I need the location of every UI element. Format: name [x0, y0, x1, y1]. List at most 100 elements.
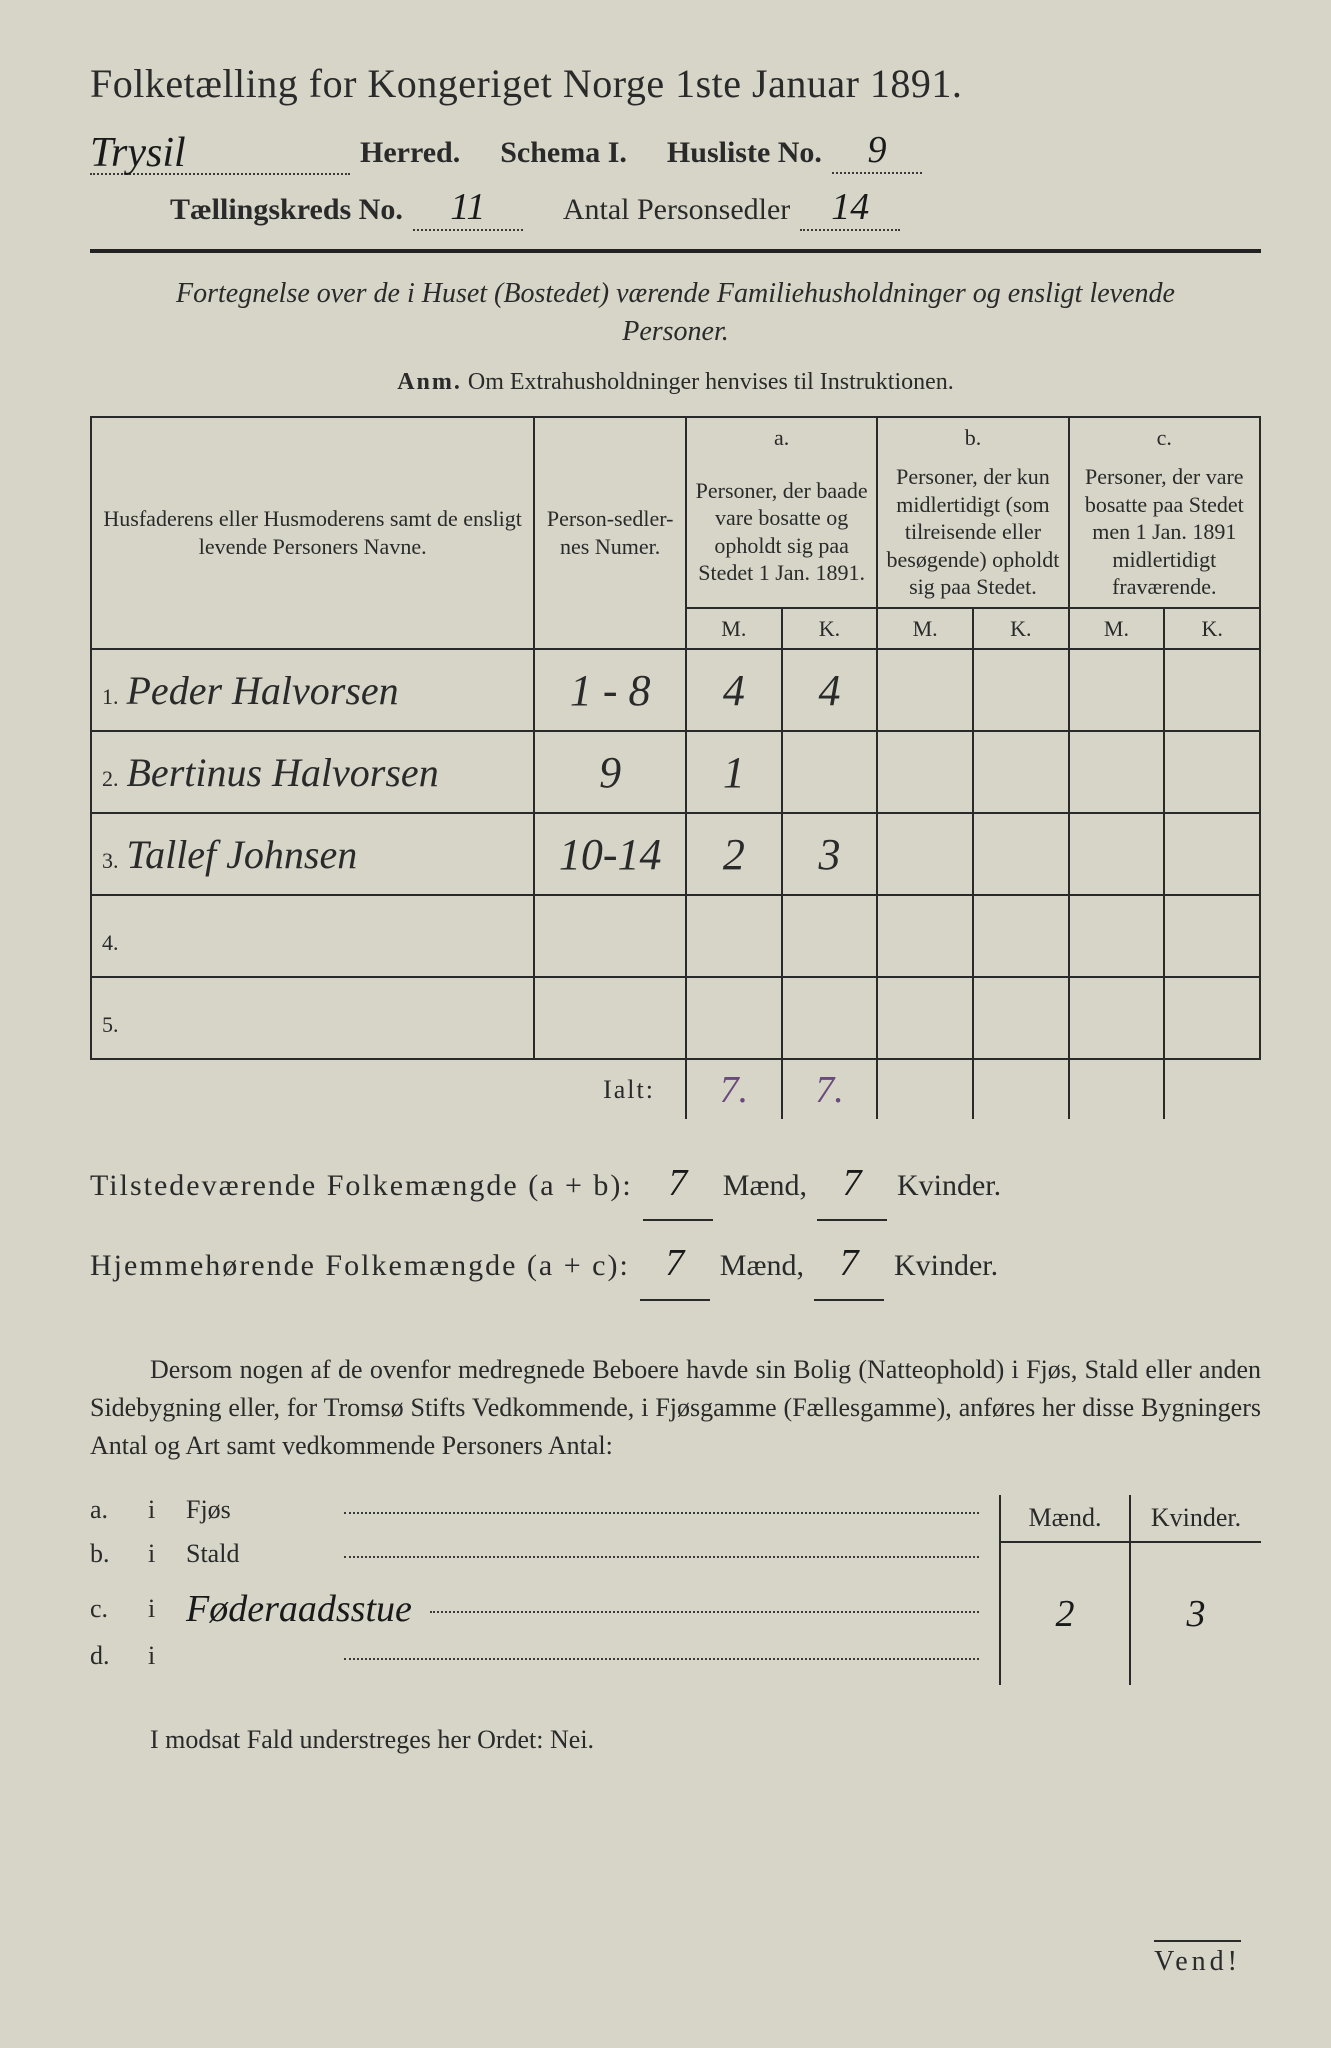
dotted-line: [344, 1556, 979, 1558]
a-K: K.: [782, 608, 878, 650]
page-title: Folketælling for Kongeriget Norge 1ste J…: [90, 60, 1261, 107]
census-table: Husfaderens eller Husmoderens samt de en…: [90, 416, 1261, 1120]
srow-i: i: [148, 1495, 168, 1525]
srow-i: i: [148, 1594, 168, 1624]
group-b-label: b.: [877, 417, 1068, 458]
row-cM: [1069, 649, 1165, 731]
summary-line-1: Tilstedeværende Folkemængde (a + b): 7 M…: [90, 1147, 1261, 1221]
srow-lab: a.: [90, 1495, 130, 1525]
dotted-line: [344, 1658, 979, 1660]
row-psnum: 1 - 8: [534, 649, 686, 731]
row-aK: [782, 895, 878, 977]
summary-block: Tilstedeværende Folkemængde (a + b): 7 M…: [90, 1147, 1261, 1301]
row-num: 2.: [102, 766, 119, 791]
sidebldg-m-val: 2: [1056, 1592, 1075, 1636]
b-M: M.: [877, 608, 973, 650]
summary-l1-m: 7: [668, 1162, 687, 1204]
row-aM: 1: [686, 731, 782, 813]
sidebldg-kvinder-hd: Kvinder.: [1131, 1495, 1261, 1543]
sidebldg-row: a. i Fjøs: [90, 1495, 979, 1525]
row-cM: [1069, 813, 1165, 895]
srow-i: i: [148, 1641, 168, 1671]
census-form-page: Folketælling for Kongeriget Norge 1ste J…: [90, 60, 1261, 1755]
ialt-M: 7.: [720, 1069, 749, 1111]
row-psnum: 10-14: [534, 813, 686, 895]
row-psnum: [534, 977, 686, 1059]
summary-l2-k: 7: [839, 1242, 858, 1284]
kvinder-label: Kvinder.: [897, 1157, 1001, 1214]
sidebldg-list: a. i Fjøs b. i Stald c. i Føderaadsstue …: [90, 1495, 979, 1685]
ialt-K: 7.: [815, 1069, 844, 1111]
row-psnum: [534, 895, 686, 977]
group-b-desc: Personer, der kun midlertidigt (som tilr…: [877, 457, 1068, 608]
row-bM: [877, 731, 973, 813]
table-row: 5.: [91, 977, 1260, 1059]
group-c-desc: Personer, der vare bosatte paa Stedet me…: [1069, 457, 1260, 608]
row-num: 4.: [102, 930, 119, 955]
group-c-label: c.: [1069, 417, 1260, 458]
summary-l1-k: 7: [842, 1162, 861, 1204]
group-a-desc: Personer, der baade vare bosatte og opho…: [686, 457, 877, 608]
schema-label: Schema I.: [500, 136, 627, 170]
row-name: Tallef Johnsen: [127, 832, 358, 877]
summary-l1-label: Tilstedeværende Folkemængde (a + b):: [90, 1157, 633, 1214]
row-aK: 3: [782, 813, 878, 895]
ialt-label: Ialt:: [603, 1075, 655, 1104]
bottom-note: I modsat Fald understreges her Ordet: Ne…: [90, 1725, 1261, 1755]
table-row: 4.: [91, 895, 1260, 977]
c-M: M.: [1069, 608, 1165, 650]
maend-label: Mænd,: [720, 1237, 804, 1294]
srow-i: i: [148, 1539, 168, 1569]
kvinder-label: Kvinder.: [894, 1237, 998, 1294]
row-aK: [782, 977, 878, 1059]
sidebldg-row: b. i Stald: [90, 1539, 979, 1569]
a-M: M.: [686, 608, 782, 650]
sidebldg-kvinder-col: Kvinder. 3: [1131, 1495, 1261, 1685]
row-cM: [1069, 895, 1165, 977]
sidebldg-block: a. i Fjøs b. i Stald c. i Føderaadsstue …: [90, 1495, 1261, 1685]
row-aM: [686, 895, 782, 977]
row-bK: [973, 813, 1069, 895]
row-bM: [877, 895, 973, 977]
row-bK: [973, 977, 1069, 1059]
srow-lab: d.: [90, 1641, 130, 1671]
husliste-value: 9: [867, 129, 886, 171]
anm-label: Anm.: [397, 369, 462, 395]
herred-label: Herred.: [360, 136, 460, 170]
herred-value: Trysil: [90, 130, 186, 176]
row-bK: [973, 731, 1069, 813]
row-bM: [877, 977, 973, 1059]
srow-cat: Fjøs: [186, 1495, 326, 1525]
col-header-names: Husfaderens eller Husmoderens samt de en…: [91, 417, 534, 650]
srow-lab: b.: [90, 1539, 130, 1569]
summary-l2-m: 7: [665, 1242, 684, 1284]
para-text: Dersom nogen af de ovenfor medregnede Be…: [90, 1355, 1261, 1459]
row-bM: [877, 649, 973, 731]
antal-value: 14: [831, 186, 869, 228]
srow-cat: Stald: [186, 1539, 326, 1569]
row-cK: [1164, 649, 1260, 731]
row-cK: [1164, 895, 1260, 977]
col-header-num: Person-sedler-nes Numer.: [534, 417, 686, 650]
kreds-value: 11: [450, 186, 485, 228]
maend-label: Mænd,: [723, 1157, 807, 1214]
row-name: Peder Halvorsen: [127, 668, 399, 713]
table-row: 3.Tallef Johnsen 10-14 2 3: [91, 813, 1260, 895]
row-name: Bertinus Halvorsen: [127, 750, 439, 795]
dotted-line: [430, 1611, 979, 1613]
divider: [90, 249, 1261, 253]
row-cM: [1069, 731, 1165, 813]
sidebldg-maend-col: Mænd. 2: [1001, 1495, 1131, 1685]
group-a-label: a.: [686, 417, 877, 458]
row-cK: [1164, 731, 1260, 813]
row-bM: [877, 813, 973, 895]
intro-text: Fortegnelse over de i Huset (Bostedet) v…: [150, 275, 1201, 351]
summary-l2-label: Hjemmehørende Folkemængde (a + c):: [90, 1237, 630, 1294]
b-K: K.: [973, 608, 1069, 650]
sidebldg-row: c. i Føderaadsstue: [90, 1583, 979, 1627]
header-row-2: Tællingskreds No. 11 Antal Personsedler …: [170, 185, 1261, 231]
row-num: 1.: [102, 684, 119, 709]
antal-label: Antal Personsedler: [563, 193, 790, 227]
srow-lab: c.: [90, 1594, 130, 1624]
row-cM: [1069, 977, 1165, 1059]
